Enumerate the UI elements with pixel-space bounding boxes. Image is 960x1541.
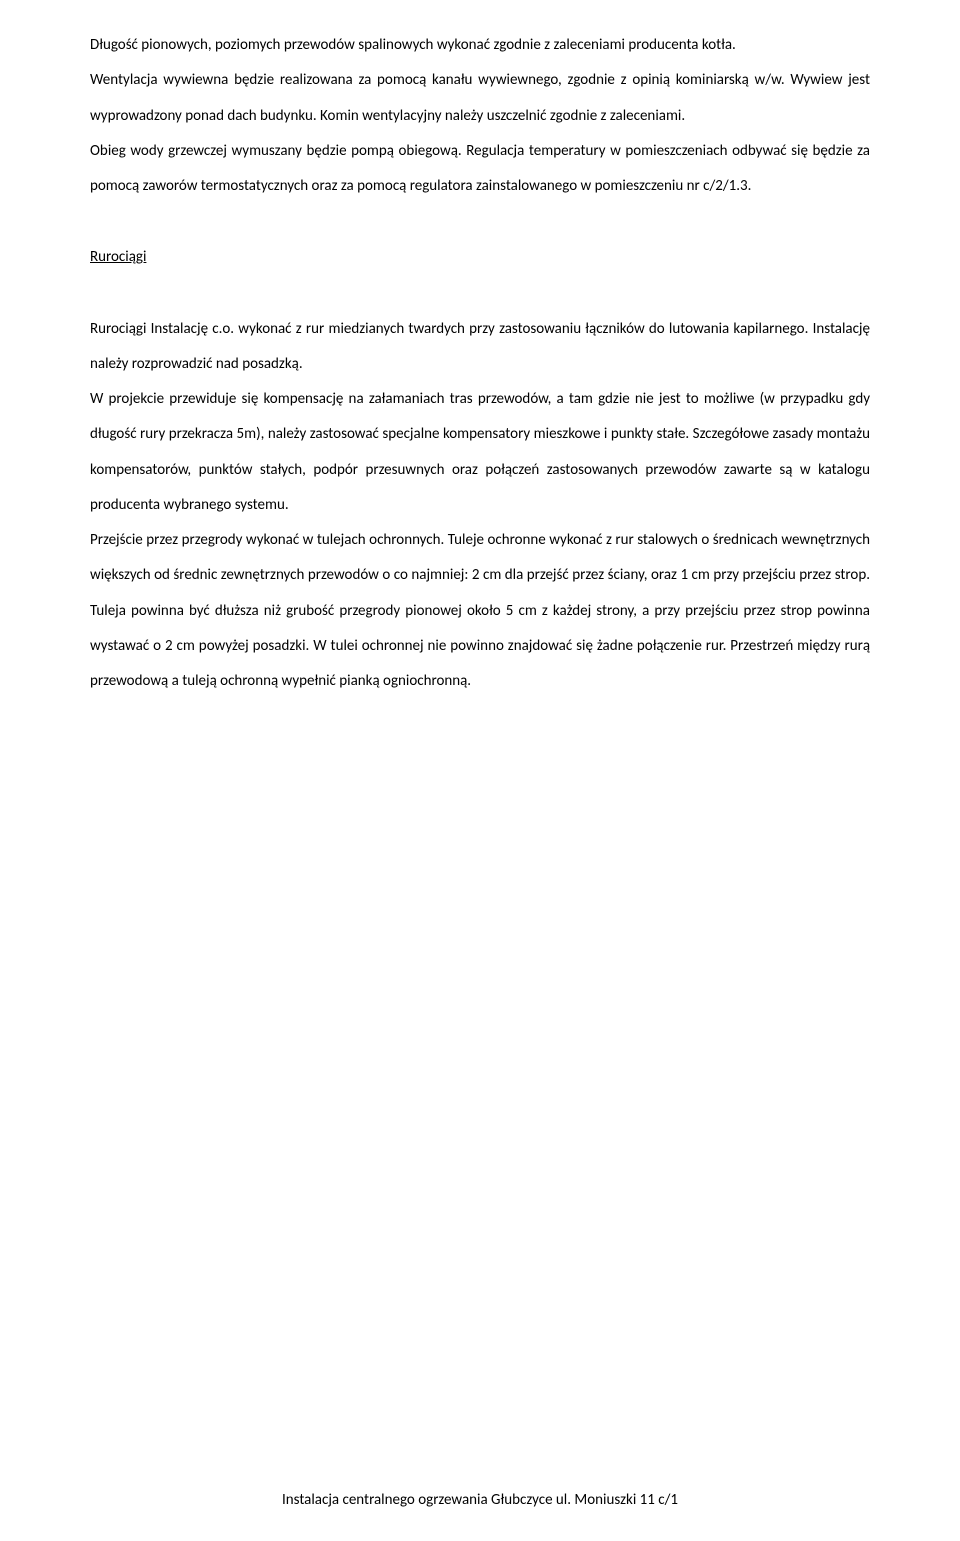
page-footer: Instalacja centralnego ogrzewania Głubcz…	[0, 1491, 960, 1509]
paragraph-sleeves: Przejście przez przegrody wykonać w tule…	[90, 523, 870, 699]
paragraph-pipes-material: Rurociągi Instalację c.o. wykonać z rur …	[90, 312, 870, 383]
paragraph-compensation: W projekcie przewiduje się kompensację n…	[90, 382, 870, 523]
heading-pipelines: Rurociągi	[90, 240, 870, 275]
document-body: Długość pionowych, poziomych przewodów s…	[90, 28, 870, 699]
paragraph-ventilation: Wentylacja wywiewna będzie realizowana z…	[90, 63, 870, 134]
paragraph-circulation: Obieg wody grzewczej wymuszany będzie po…	[90, 134, 870, 205]
paragraph-flue-ducts: Długość pionowych, poziomych przewodów s…	[90, 28, 870, 63]
